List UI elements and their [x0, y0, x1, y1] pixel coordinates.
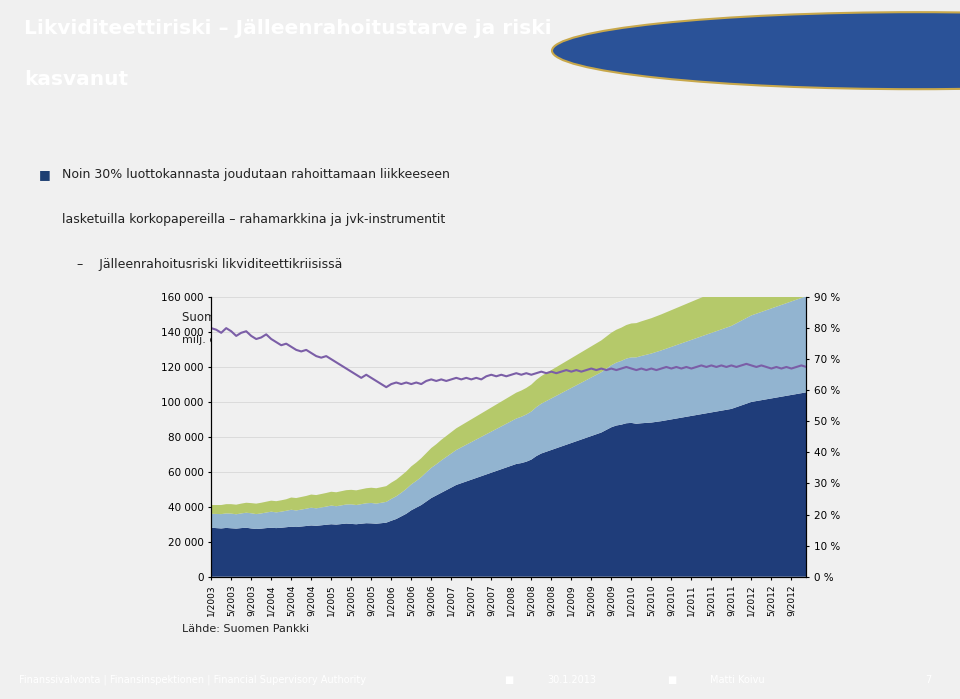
Text: ■: ■ [667, 675, 677, 685]
Text: Matti Koivu: Matti Koivu [710, 675, 765, 685]
Text: Suomen rahalaitosten euroalueen yleisön euromääräiset talletukset: Suomen rahalaitosten euroalueen yleisön … [182, 311, 586, 324]
Text: kasvanut: kasvanut [24, 70, 128, 89]
Text: –    Jälleenrahoitusriski likviditeettikriisissä: – Jälleenrahoitusriski likviditeettikrii… [77, 258, 342, 271]
Text: lasketuilla korkopapereilla – rahamarkkina ja jvk-instrumentit: lasketuilla korkopapereilla – rahamarkki… [62, 213, 445, 226]
Circle shape [552, 12, 960, 89]
Text: 30.1.2013: 30.1.2013 [547, 675, 596, 685]
Text: Likviditeettiriski – Jälleenrahoitustarve ja riski: Likviditeettiriski – Jälleenrahoitustarv… [24, 19, 552, 38]
Text: 7: 7 [924, 675, 931, 685]
Text: ■: ■ [504, 675, 514, 685]
Text: milj. euroa: milj. euroa [182, 335, 242, 345]
Text: Finanssivalvonta | Finansinspektionen | Financial Supervisory Authority: Finanssivalvonta | Finansinspektionen | … [19, 675, 366, 685]
Text: Noin 30% luottokannasta joudutaan rahoittamaan liikkeeseen: Noin 30% luottokannasta joudutaan rahoit… [62, 168, 450, 182]
Text: ■: ■ [38, 168, 50, 182]
Text: Lähde: Suomen Pankki: Lähde: Suomen Pankki [182, 624, 309, 634]
